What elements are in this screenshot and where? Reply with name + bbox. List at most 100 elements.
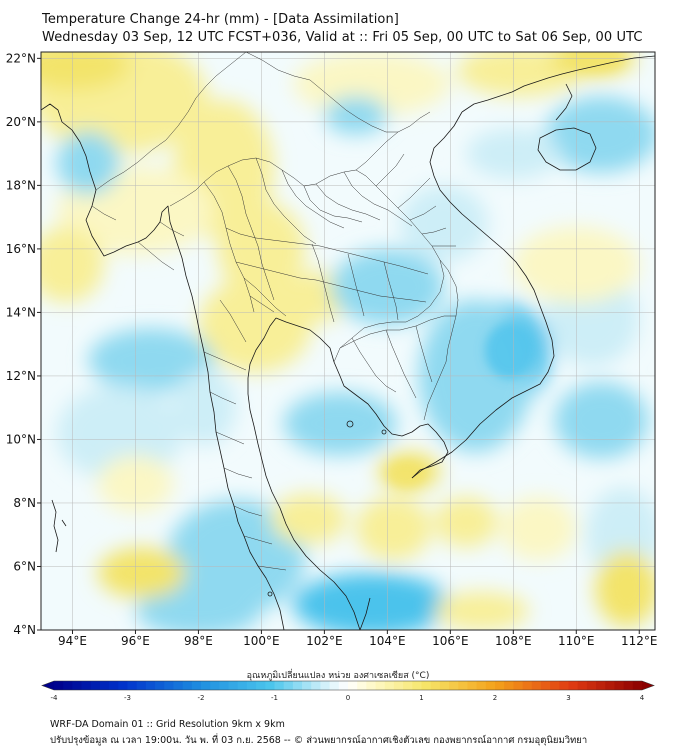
lon-tick-label: 102°E bbox=[306, 634, 343, 648]
colorbar-low-arrow bbox=[42, 681, 54, 690]
colorbar-title: อุณหภูมิเปลี่ยนแปลง หน่วย องศาเซลเซียส (… bbox=[246, 671, 430, 681]
colorbar-cell bbox=[559, 681, 569, 690]
colorbar-cell bbox=[586, 681, 597, 690]
colorbar-cell bbox=[54, 681, 64, 690]
colorbar-tick-label: 2 bbox=[493, 694, 497, 702]
colorbar-cell bbox=[274, 681, 285, 690]
colorbar-cell bbox=[412, 681, 422, 690]
nicobar-island bbox=[61, 519, 67, 527]
colorbar-cell bbox=[63, 681, 73, 690]
colorbar-cell bbox=[292, 681, 303, 690]
field-core bbox=[484, 321, 536, 380]
west-coastline bbox=[41, 103, 285, 630]
andaman-islands bbox=[51, 499, 59, 553]
gulf-island-2 bbox=[381, 429, 387, 435]
cambodia-province-lines bbox=[351, 325, 433, 399]
colorbar-cell bbox=[449, 681, 459, 690]
colorbar-cell bbox=[550, 681, 560, 690]
colorbar-cell bbox=[632, 681, 643, 690]
colorbar-cell bbox=[265, 681, 275, 690]
colorbar-cell bbox=[568, 681, 579, 690]
map-gridlines bbox=[41, 52, 655, 630]
lon-tick-label: 112°E bbox=[621, 634, 658, 648]
colorbar-cell bbox=[596, 681, 606, 690]
lat-tick-label: 8°N bbox=[13, 496, 36, 510]
colorbar-tick-label: 3 bbox=[566, 694, 570, 702]
leizhou-peninsula bbox=[555, 83, 573, 121]
colorbar-cell bbox=[182, 681, 193, 690]
colorbar-cell bbox=[99, 681, 110, 690]
colorbar-cell bbox=[577, 681, 588, 690]
colorbar-cell bbox=[605, 681, 615, 690]
lon-tick-label: 98°E bbox=[184, 634, 213, 648]
lon-tick-label: 108°E bbox=[495, 634, 532, 648]
field-patch bbox=[595, 550, 655, 627]
lat-tick-label: 6°N bbox=[13, 559, 36, 573]
chart-title: Temperature Change 24-hr (mm) - [Data As… bbox=[42, 12, 399, 27]
lon-tick-label: 94°E bbox=[58, 634, 87, 648]
lat-tick-label: 18°N bbox=[6, 178, 36, 192]
laos-vietnam-border bbox=[355, 111, 459, 421]
field-patch bbox=[166, 499, 306, 615]
colorbar-cell bbox=[430, 681, 441, 690]
gulf-east-coastline bbox=[275, 317, 449, 479]
colorbar-cell bbox=[164, 681, 174, 690]
field-patch bbox=[399, 185, 489, 262]
colorbar-cell bbox=[513, 681, 523, 690]
field-patch bbox=[355, 496, 432, 561]
colorbar-cell bbox=[246, 681, 257, 690]
colorbar-cell bbox=[72, 681, 82, 690]
footer-model-info: WRF-DA Domain 01 :: Grid Resolution 9km … bbox=[50, 719, 285, 730]
colorbar-cell bbox=[348, 681, 358, 690]
gulf-west-coastline bbox=[247, 317, 361, 630]
cambodia-border bbox=[339, 315, 456, 349]
colorbar-cell bbox=[485, 681, 496, 690]
colorbar-cell bbox=[531, 681, 542, 690]
colorbar-high-arrow bbox=[642, 681, 654, 690]
colorbar-cell bbox=[210, 681, 220, 690]
china-coastline bbox=[461, 55, 655, 113]
field-layer bbox=[41, 52, 655, 630]
hainan-island bbox=[537, 127, 597, 171]
colorbar-cell bbox=[155, 681, 165, 690]
gulf-island bbox=[346, 420, 354, 428]
myanmar-china-border bbox=[195, 52, 398, 133]
colorbar-tick-label: -3 bbox=[124, 694, 131, 702]
colorbar-outline bbox=[41, 680, 655, 691]
colorbar-tick-label: 4 bbox=[640, 694, 645, 702]
colorbar-cell bbox=[403, 681, 413, 690]
colorbar-cell bbox=[375, 681, 386, 690]
lat-tick-label: 10°N bbox=[6, 432, 36, 446]
chart-subtitle: Wednesday 03 Sep, 12 UTC FCST+036, Valid… bbox=[42, 30, 643, 45]
colorbar-tick-label: -2 bbox=[198, 694, 205, 702]
colorbar-cell bbox=[384, 681, 395, 690]
colorbar-cell bbox=[145, 681, 156, 690]
colorbar-cell bbox=[421, 681, 432, 690]
field-patch bbox=[324, 96, 388, 135]
andaman-sea-island bbox=[267, 591, 273, 597]
colorbar-cell bbox=[311, 681, 321, 690]
colorbar-cell bbox=[219, 681, 229, 690]
coastlines-and-borders bbox=[41, 55, 655, 630]
colorbar-cell bbox=[136, 681, 147, 690]
colorbar-cell bbox=[127, 681, 138, 690]
field-patch bbox=[292, 52, 451, 116]
colorbar-cell bbox=[522, 681, 533, 690]
myanmar-internal-borders bbox=[91, 97, 197, 271]
lat-tick-label: 22°N bbox=[6, 51, 36, 65]
field-core bbox=[387, 461, 426, 488]
lon-tick-label: 110°E bbox=[558, 634, 595, 648]
lon-tick-label: 96°E bbox=[121, 634, 150, 648]
lon-tick-label: 100°E bbox=[243, 634, 280, 648]
colorbar-cell bbox=[614, 681, 625, 690]
colorbar-cell bbox=[439, 681, 450, 690]
colorbar-cell bbox=[329, 681, 340, 690]
lat-tick-label: 4°N bbox=[13, 623, 36, 637]
field-patch bbox=[292, 572, 451, 630]
colorbar-tick-label: 1 bbox=[419, 694, 423, 702]
admin-borders bbox=[91, 52, 459, 571]
colorbar-cell bbox=[458, 681, 468, 690]
colorbar-cell bbox=[191, 681, 202, 690]
